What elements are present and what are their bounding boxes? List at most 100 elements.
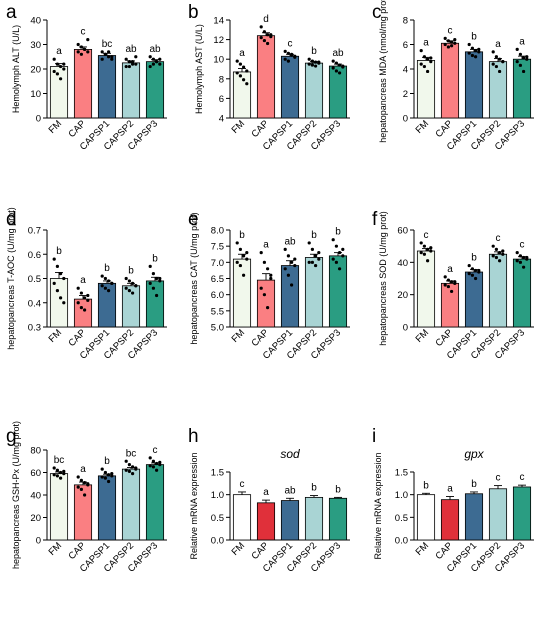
- data-point: [341, 254, 345, 258]
- data-point: [310, 260, 314, 264]
- bar: [488, 61, 508, 119]
- data-point: [100, 284, 104, 288]
- significance-letter: c: [240, 479, 245, 490]
- data-point: [151, 62, 155, 66]
- panel-letter: h: [188, 426, 199, 447]
- significance-letter: ab: [332, 48, 344, 59]
- data-point: [422, 55, 426, 59]
- bar: [488, 253, 508, 328]
- data-point: [494, 64, 498, 69]
- significance-letter: c: [496, 473, 501, 484]
- data-point: [422, 244, 426, 248]
- data-point: [453, 280, 457, 284]
- data-point: [443, 42, 447, 47]
- data-point: [124, 286, 128, 290]
- bar: [440, 499, 460, 541]
- data-point: [76, 301, 80, 305]
- data-point: [83, 481, 87, 485]
- data-point: [467, 263, 471, 268]
- panel-c: c 0 2 4 6 8 hepatopancreas MDA (nmol/mg prot) a…: [372, 0, 534, 153]
- data-point: [238, 62, 242, 66]
- significance-letter: b: [471, 479, 477, 490]
- data-point: [235, 241, 239, 245]
- data-point: [307, 62, 311, 66]
- data-point: [76, 42, 80, 47]
- data-point: [426, 247, 430, 251]
- data-point: [127, 463, 131, 467]
- data-point: [158, 57, 162, 61]
- data-point: [86, 482, 90, 486]
- data-point: [100, 475, 104, 479]
- data-point: [419, 62, 423, 66]
- data-point: [259, 25, 263, 29]
- y-tick-label: 2: [403, 89, 408, 100]
- data-point: [446, 284, 450, 289]
- significance-letter: b: [104, 456, 110, 467]
- x-tick-label: FM: [414, 540, 432, 558]
- data-point: [429, 60, 433, 64]
- bar: [145, 464, 165, 541]
- data-point: [266, 41, 270, 46]
- data-point: [491, 50, 495, 54]
- y-tick-label: 40: [397, 258, 408, 269]
- y-tick-label: 5.5: [211, 306, 224, 317]
- data-point: [110, 55, 114, 59]
- data-point: [419, 49, 423, 53]
- data-point: [293, 257, 297, 261]
- data-point: [148, 281, 152, 285]
- data-point: [286, 254, 290, 258]
- data-point: [59, 272, 63, 276]
- data-point: [443, 275, 447, 279]
- data-point: [148, 64, 152, 69]
- significance-letter: b: [104, 263, 110, 274]
- data-point: [158, 276, 162, 281]
- bar: [304, 257, 324, 328]
- y-tick-label: 4: [403, 65, 408, 76]
- panel-d: d 0.3 0.4 0.5 0.6 0.7 hepatopancreas T-AOC (U/…: [6, 207, 167, 362]
- data-point: [52, 69, 56, 74]
- significance-letter: a: [519, 36, 525, 47]
- panel-e: e 5.0 5.5 6.0 6.5 7.0 7.5 8.0 hepatopancreas CAT…: [188, 209, 350, 362]
- data-point: [338, 71, 342, 75]
- data-point: [450, 44, 454, 48]
- y-tick-label: 60: [30, 468, 41, 479]
- data-point: [127, 64, 131, 69]
- x-tick-label: FM: [230, 118, 248, 136]
- panel-letter: c: [372, 2, 382, 23]
- y-tick-label: 7.5: [211, 242, 224, 253]
- significance-letter: d: [263, 14, 269, 25]
- data-point: [453, 38, 457, 42]
- data-point: [76, 485, 80, 489]
- y-tick-label: 0.0: [395, 536, 408, 547]
- panel-i: i gpx 0.0 0.5 1.0 1.5 Relative mRNA expression…: [372, 426, 534, 575]
- significance-letter: a: [423, 38, 429, 49]
- data-point: [283, 247, 287, 251]
- data-point: [307, 241, 311, 245]
- data-point: [501, 60, 505, 64]
- data-point: [515, 47, 519, 52]
- significance-letter: c: [520, 472, 525, 483]
- y-tick-label: 1.5: [211, 468, 224, 479]
- data-point: [446, 278, 450, 282]
- y-tick-label: 10: [213, 55, 224, 66]
- data-point: [110, 57, 114, 61]
- x-tick-label: FM: [230, 327, 248, 345]
- y-tick-label: 20: [30, 65, 41, 76]
- data-point: [522, 265, 526, 269]
- data-point: [127, 279, 131, 283]
- x-tick-label: FM: [414, 118, 432, 136]
- data-point: [494, 55, 498, 59]
- data-point: [245, 69, 249, 73]
- y-axis-label: Relative mRNA expression: [189, 452, 199, 559]
- data-point: [155, 468, 159, 472]
- data-point: [242, 65, 246, 69]
- significance-letter: b: [56, 246, 62, 257]
- data-point: [103, 286, 107, 290]
- panel-letter: i: [372, 426, 376, 447]
- data-point: [283, 49, 287, 53]
- x-tick-label: FM: [47, 118, 65, 136]
- data-point: [83, 308, 87, 312]
- data-point: [124, 468, 128, 472]
